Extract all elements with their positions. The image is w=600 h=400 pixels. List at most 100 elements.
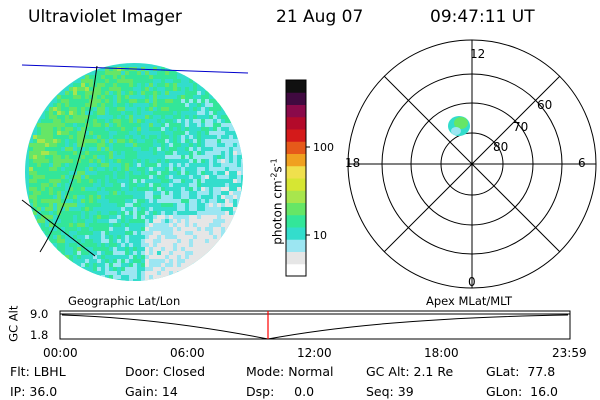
- disk-pixel: [85, 151, 89, 155]
- disk-pixel: [45, 147, 49, 151]
- disk-pixel: [141, 147, 145, 151]
- disk-pixel: [241, 187, 243, 191]
- disk-pixel: [81, 195, 85, 199]
- disk-pixel: [213, 231, 217, 235]
- disk-pixel: [169, 187, 173, 191]
- disk-pixel: [149, 271, 153, 275]
- disk-pixel: [89, 231, 93, 235]
- disk-pixel: [65, 135, 69, 139]
- disk-pixel: [97, 83, 101, 87]
- disk-pixel: [129, 231, 133, 235]
- disk-pixel: [85, 111, 89, 115]
- disk-pixel: [145, 151, 149, 155]
- disk-pixel: [117, 191, 121, 195]
- colorbar-band: [286, 190, 306, 203]
- disk-pixel: [97, 247, 101, 251]
- disk-pixel: [141, 215, 145, 219]
- disk-pixel: [165, 267, 169, 271]
- disk-pixel: [97, 171, 101, 175]
- disk-pixel: [129, 171, 133, 175]
- disk-pixel: [133, 179, 137, 183]
- disk-pixel: [105, 67, 109, 71]
- disk-pixel: [109, 219, 113, 223]
- disk-pixel: [89, 235, 93, 239]
- disk-pixel: [145, 167, 149, 171]
- disk-pixel: [233, 171, 237, 175]
- disk-pixel: [209, 95, 213, 99]
- disk-pixel: [73, 191, 77, 195]
- disk-pixel: [85, 223, 89, 227]
- disk-pixel: [157, 127, 161, 131]
- disk-pixel: [93, 167, 97, 171]
- disk-pixel: [121, 115, 125, 119]
- disk-pixel: [69, 227, 73, 231]
- disk-pixel: [105, 167, 109, 171]
- disk-pixel: [149, 179, 153, 183]
- disk-pixel: [101, 215, 105, 219]
- disk-pixel: [109, 127, 113, 131]
- disk-pixel: [93, 143, 97, 147]
- disk-pixel: [217, 167, 221, 171]
- disk-pixel: [201, 227, 205, 231]
- disk-pixel: [93, 91, 97, 95]
- disk-pixel: [33, 183, 37, 187]
- disk-pixel: [201, 103, 205, 107]
- disk-pixel: [185, 131, 189, 135]
- disk-pixel: [61, 163, 65, 167]
- disk-pixel: [205, 155, 209, 159]
- disk-pixel: [85, 143, 89, 147]
- disk-pixel: [153, 195, 157, 199]
- disk-pixel: [221, 223, 225, 227]
- disk-pixel: [221, 235, 225, 239]
- disk-pixel: [145, 211, 149, 215]
- disk-pixel: [169, 223, 173, 227]
- disk-pixel: [181, 163, 185, 167]
- disk-pixel: [129, 119, 133, 123]
- disk-pixel: [61, 211, 65, 215]
- disk-pixel: [121, 255, 125, 259]
- disk-pixel: [101, 251, 105, 255]
- disk-pixel: [165, 275, 169, 279]
- disk-pixel: [41, 119, 45, 123]
- disk-pixel: [145, 155, 149, 159]
- disk-pixel: [125, 215, 129, 219]
- disk-pixel: [105, 223, 109, 227]
- disk-pixel: [157, 147, 161, 151]
- disk-pixel: [45, 115, 49, 119]
- disk-pixel: [49, 127, 53, 131]
- disk-pixel: [173, 107, 177, 111]
- disk-pixel: [133, 207, 137, 211]
- disk-pixel: [121, 219, 125, 223]
- disk-pixel: [81, 267, 85, 271]
- disk-pixel: [53, 163, 57, 167]
- disk-pixel: [209, 183, 213, 187]
- disk-pixel: [77, 263, 81, 267]
- disk-pixel: [157, 203, 161, 207]
- disk-pixel: [189, 103, 193, 107]
- disk-pixel: [105, 131, 109, 135]
- disk-pixel: [77, 227, 81, 231]
- disk-pixel: [133, 275, 137, 279]
- disk-pixel: [173, 215, 177, 219]
- disk-pixel: [61, 151, 65, 155]
- disk-pixel: [181, 75, 185, 79]
- disk-pixel: [193, 195, 197, 199]
- disk-pixel: [213, 123, 217, 127]
- disk-pixel: [141, 183, 145, 187]
- disk-pixel: [165, 83, 169, 87]
- disk-pixel: [145, 135, 149, 139]
- disk-pixel: [109, 95, 113, 99]
- disk-pixel: [189, 175, 193, 179]
- disk-pixel: [181, 171, 185, 175]
- disk-pixel: [185, 267, 189, 271]
- disk-pixel: [145, 235, 149, 239]
- disk-pixel: [65, 207, 69, 211]
- disk-pixel: [53, 239, 57, 243]
- disk-pixel: [145, 223, 149, 227]
- colorbar-band: [286, 165, 306, 179]
- disk-pixel: [61, 235, 65, 239]
- disk-pixel: [157, 251, 161, 255]
- disk-pixel: [153, 219, 157, 223]
- disk-pixel: [81, 127, 85, 131]
- disk-pixel: [45, 143, 49, 147]
